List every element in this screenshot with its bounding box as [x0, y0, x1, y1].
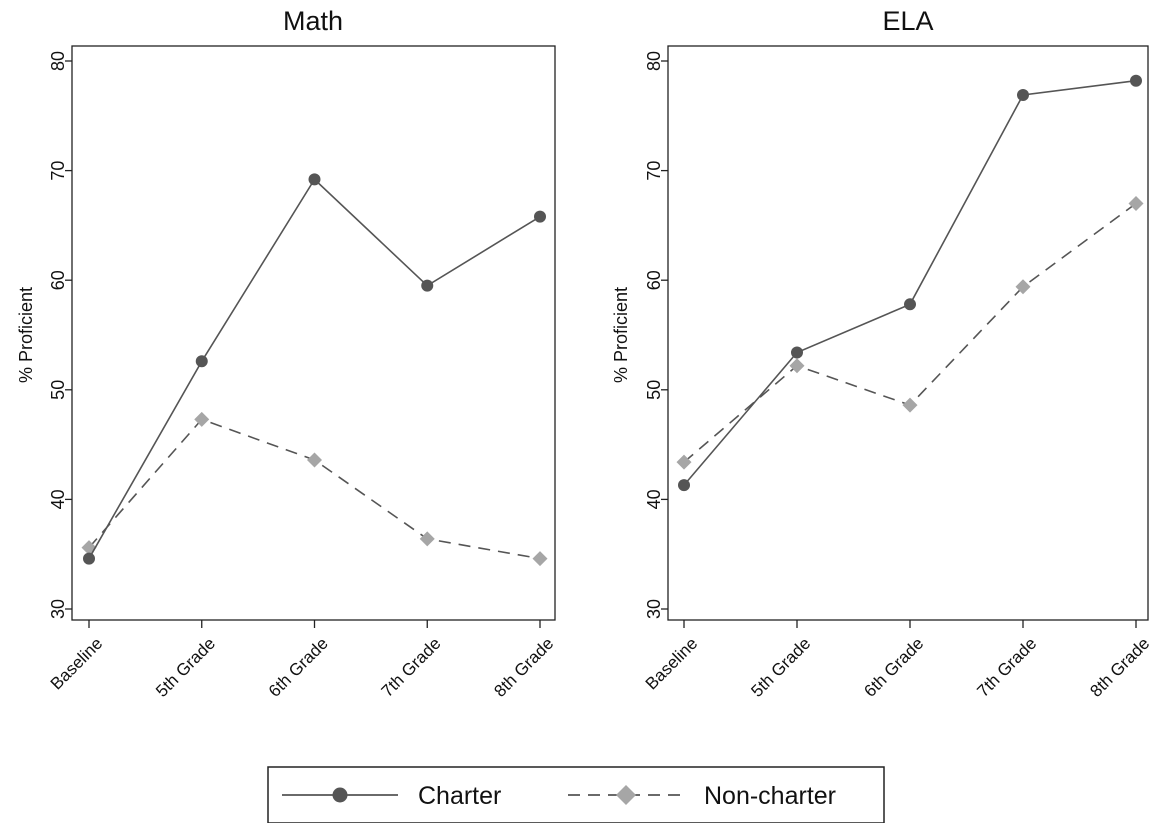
ela-y-tick-label: 30	[644, 599, 664, 619]
ela-x-tick-label: 7th Grade	[973, 634, 1040, 701]
ela-y-tick-label: 80	[644, 51, 664, 71]
ela-x-tick-label: 6th Grade	[860, 634, 927, 701]
math-noncharter-point	[194, 411, 210, 427]
math-x-tick-label: Baseline	[47, 634, 107, 694]
math-charter-point	[195, 355, 208, 368]
ela-noncharter-point	[676, 454, 692, 470]
math-y-tick-label: 50	[48, 380, 68, 400]
math-chart-title: Math	[283, 6, 343, 36]
math-charter-point	[83, 552, 95, 565]
ela-x-tick-label: 5th Grade	[747, 634, 814, 701]
ela-noncharter-point	[789, 358, 805, 374]
legend-charter-label: Charter	[418, 782, 501, 810]
ela-y-tick-label: 50	[644, 380, 664, 400]
ela-noncharter-point	[1015, 279, 1031, 295]
ela-x-tick-label: 8th Grade	[1086, 634, 1149, 701]
ela-panel: ELA 30 40 50 60 70 80 % Proficient Baseline 5th G…	[611, 6, 1149, 701]
math-x-tick-label: 7th Grade	[378, 634, 445, 701]
ela-charter-point	[1130, 74, 1142, 87]
ela-y-tick-label: 70	[644, 161, 664, 181]
ela-chart-title: ELA	[882, 6, 933, 36]
ela-x-tick-label: Baseline	[642, 634, 702, 694]
math-x-tick-label: 5th Grade	[152, 634, 219, 701]
ela-plot-frame	[667, 45, 1149, 621]
ela-charter-point	[1017, 88, 1029, 101]
ela-noncharter-point	[1128, 195, 1144, 211]
math-y-tick-label: 70	[48, 161, 68, 181]
math-charter-point	[534, 210, 546, 223]
math-panel: Math 30 40 50 60 70 80 % Proficient Baseline 5th …	[16, 6, 557, 701]
ela-charter-line	[683, 79, 1137, 486]
math-x-tick-label: 6th Grade	[265, 634, 332, 701]
math-noncharter-point	[419, 531, 435, 547]
math-y-axis-title: % Proficient	[16, 287, 36, 383]
ela-y-tick-label: 40	[644, 489, 664, 509]
legend-noncharter-label: Non-charter	[704, 782, 836, 810]
math-plot-frame	[71, 45, 556, 621]
legend: Charter Non-charter	[267, 766, 885, 823]
ela-charter-point	[904, 298, 916, 311]
legend-noncharter-marker	[616, 785, 636, 805]
legend-charter-marker	[332, 787, 348, 803]
math-y-tick-label: 80	[48, 51, 68, 71]
math-noncharter-point	[307, 452, 322, 468]
ela-y-tick-label: 60	[644, 270, 664, 290]
math-charter-line	[88, 178, 541, 559]
ela-y-axis-title: % Proficient	[611, 287, 631, 383]
math-y-tick-label: 60	[48, 270, 68, 290]
math-noncharter-point	[532, 551, 548, 567]
math-x-tick-label: 8th Grade	[490, 634, 557, 701]
ela-noncharter-point	[902, 397, 918, 413]
ela-charter-point	[791, 346, 803, 359]
math-y-tick-label: 40	[48, 489, 68, 509]
math-charter-point	[421, 279, 434, 292]
math-charter-point	[308, 173, 321, 186]
ela-noncharter-line	[683, 202, 1137, 463]
math-y-tick-label: 30	[48, 599, 68, 619]
ela-charter-point	[678, 479, 690, 492]
